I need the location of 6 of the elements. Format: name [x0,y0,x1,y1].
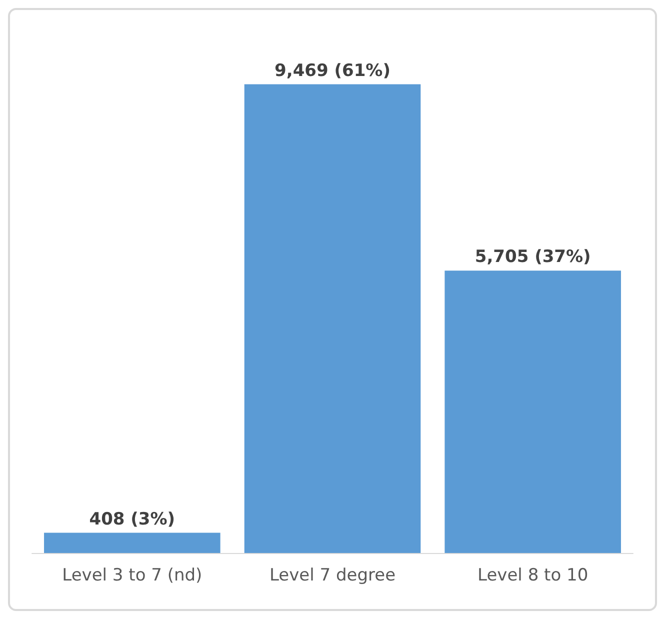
data-label: 408 (3%) [89,509,176,530]
data-label: 9,469 (61%) [274,60,390,81]
x-tick-label: Level 7 degree [269,566,396,586]
data-label: 5,705 (37%) [474,247,591,268]
x-tick-label: Level 3 to 7 (nd) [62,566,202,586]
x-tick-label: Level 8 to 10 [478,566,588,586]
